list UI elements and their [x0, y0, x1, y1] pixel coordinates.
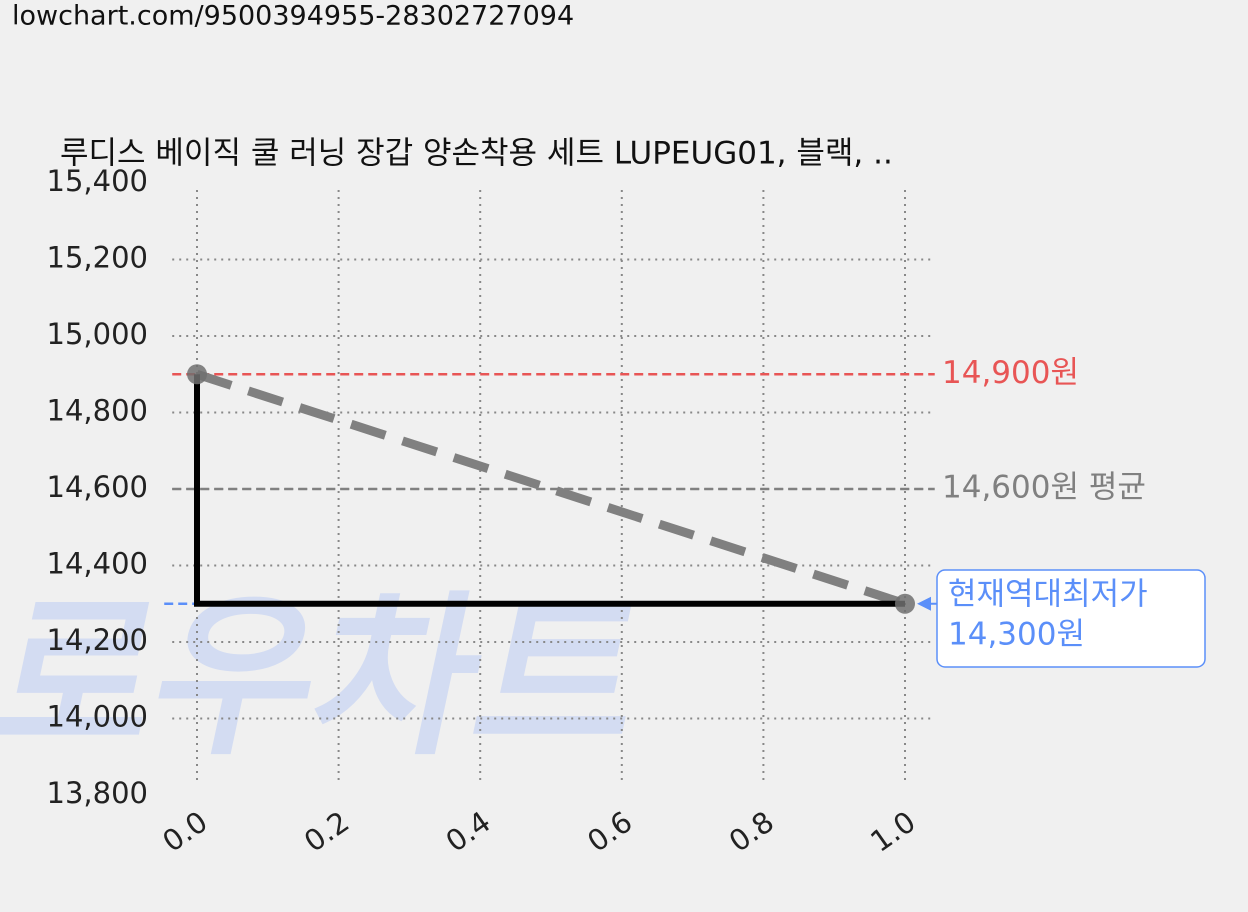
- x-tick-label: 0.8: [723, 804, 780, 858]
- y-tick-label: 15,000: [47, 317, 148, 351]
- chart-title: 루디스 베이직 쿨 러닝 장갑 양손착용 세트 LUPEUG01, 블랙, ..: [60, 136, 893, 172]
- y-tick-label: 14,800: [47, 394, 148, 428]
- x-tick-label: 0.2: [298, 804, 355, 858]
- max-label: 14,900원: [942, 355, 1079, 391]
- y-tick-label: 14,000: [47, 700, 148, 734]
- y-tick-label: 15,400: [47, 164, 148, 198]
- x-tick-label: 0.4: [440, 804, 497, 858]
- y-tick-label: 14,200: [47, 623, 148, 657]
- min-label: 현재역대최저가: [948, 577, 1148, 613]
- trend-line: [195, 369, 907, 609]
- url: lowchart.com/9500394955-28302727094: [12, 1, 574, 32]
- price-point: [895, 593, 915, 614]
- y-tick-label: 14,400: [47, 547, 148, 581]
- min-annotation-box: [936, 569, 1206, 668]
- min-label: 14,300원: [948, 617, 1085, 653]
- x-tick-label: 0.6: [581, 804, 638, 858]
- x-tick-label: 1.0: [864, 804, 921, 858]
- min-arrow-head: [917, 596, 931, 611]
- avg-label: 14,600원 평균: [942, 470, 1146, 506]
- y-tick-label: 15,200: [47, 241, 148, 275]
- price-point: [187, 364, 207, 385]
- watermark: 로우차트: [0, 576, 662, 780]
- x-tick-label: 0.0: [156, 804, 213, 858]
- y-tick-label: 14,600: [47, 470, 148, 504]
- y-tick-label: 13,800: [47, 776, 148, 810]
